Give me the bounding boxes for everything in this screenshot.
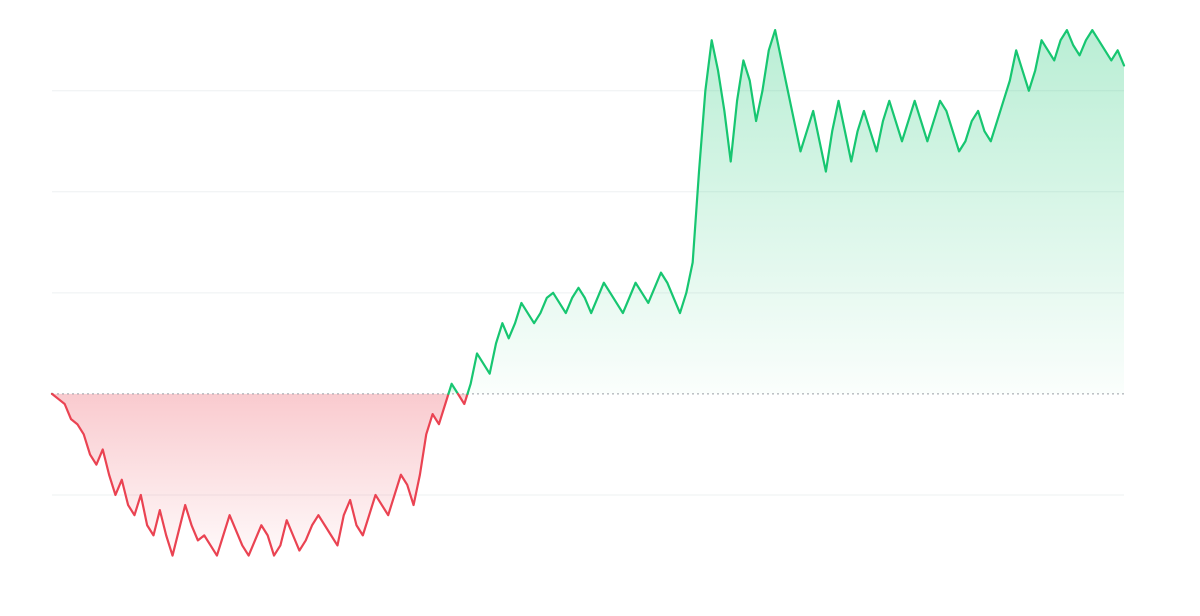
chart-svg: [0, 0, 1200, 616]
price-chart[interactable]: 0.0470.0480.0490.0500.051: [0, 0, 1200, 616]
